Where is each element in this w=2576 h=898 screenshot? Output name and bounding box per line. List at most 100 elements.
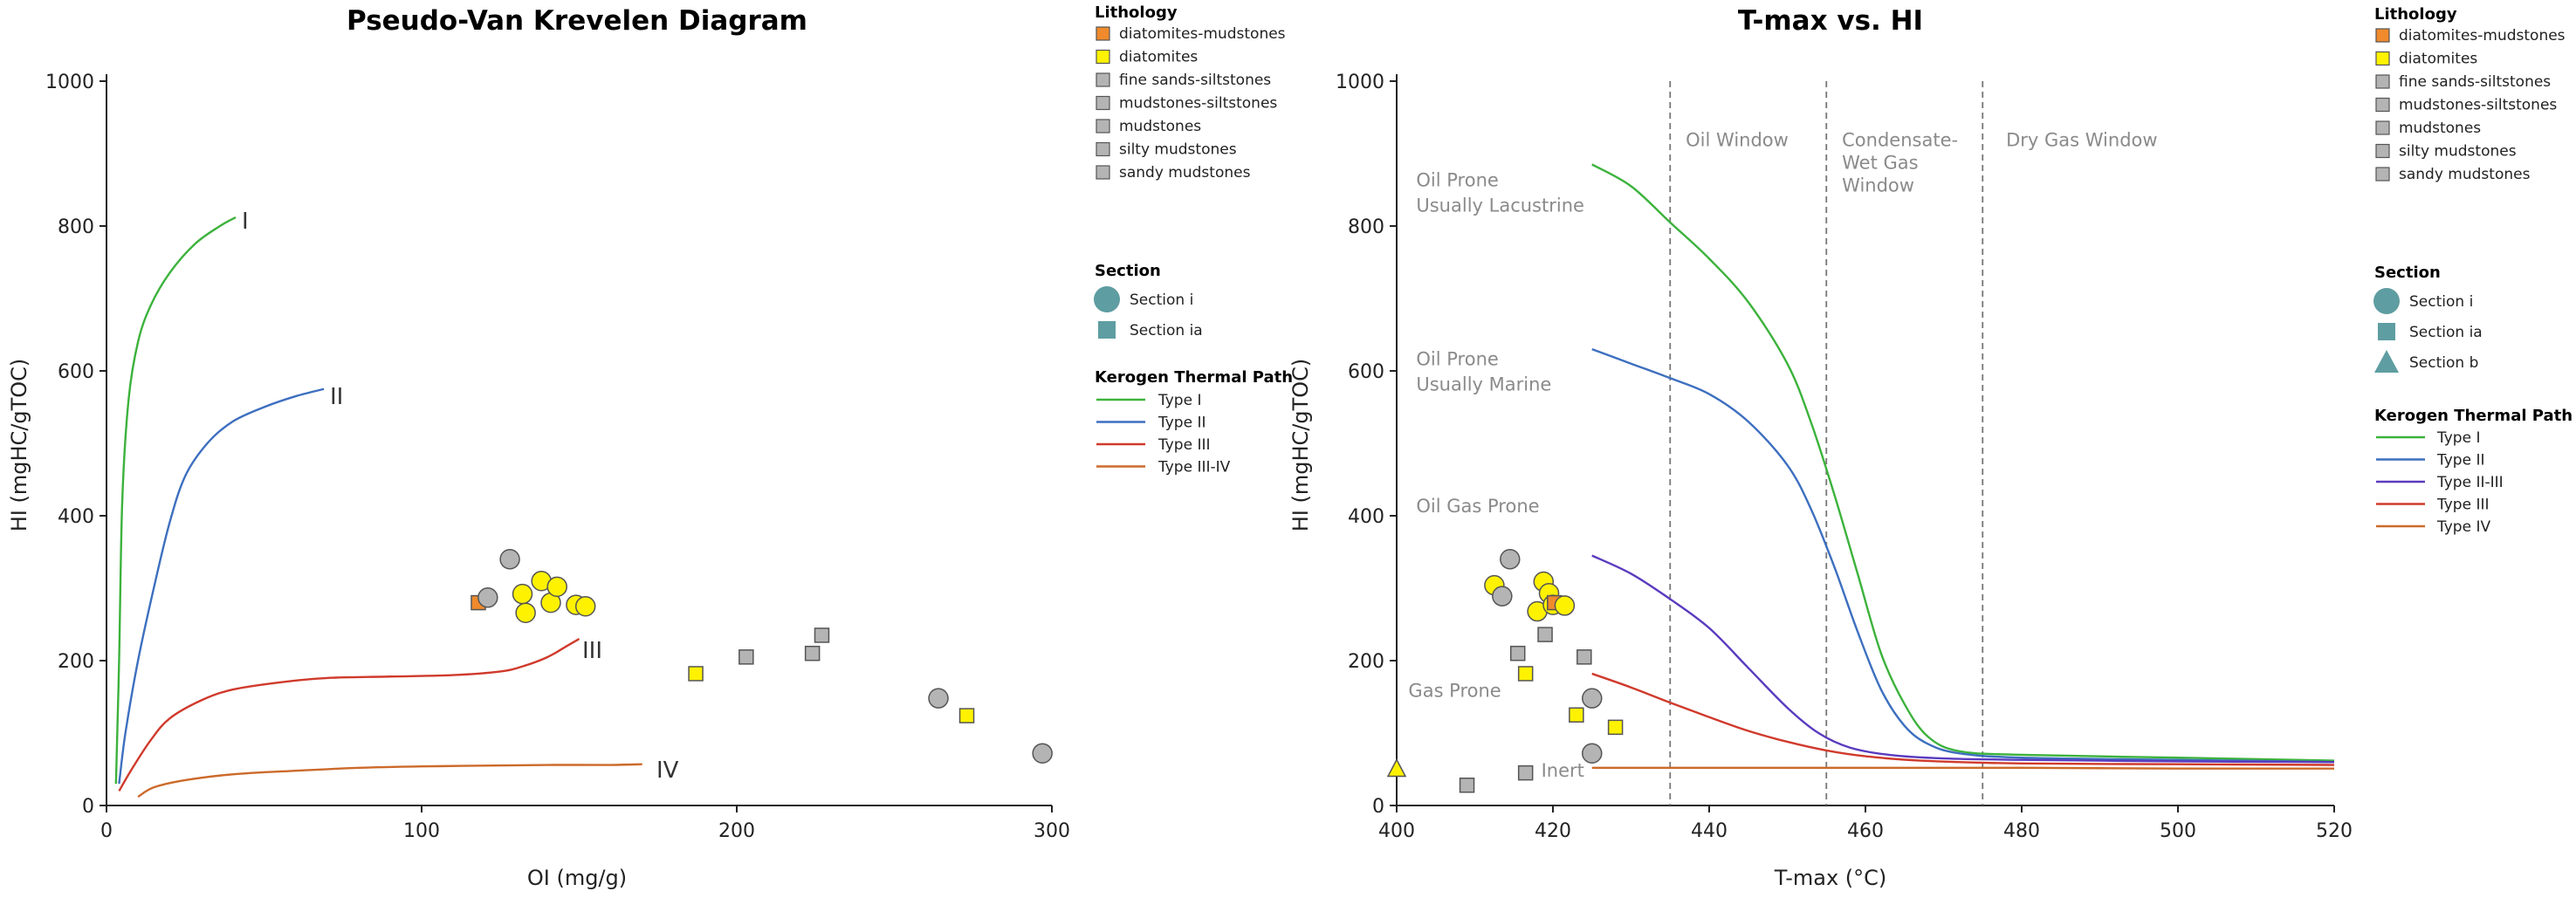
legend-item-mudstones: mudstones xyxy=(1119,118,1201,135)
legend-marker-circle xyxy=(2373,288,2400,314)
curve-type-ii-iii xyxy=(1591,554,2335,764)
point-mudstones-siltstones xyxy=(804,645,821,662)
point-diatomites xyxy=(546,576,567,598)
legend-swatch-fine-sands-siltstones xyxy=(2375,74,2390,89)
x-tick-label: 500 xyxy=(2160,820,2196,842)
legend-swatch-diatomites-mudstones xyxy=(2375,28,2390,43)
data-points xyxy=(471,549,1053,764)
y-tick-label: 800 xyxy=(58,216,94,238)
x-axis-label: OI (mg/g) xyxy=(527,866,627,890)
legend-item-diatomites-mudstones: diatomites-mudstones xyxy=(1119,25,1286,43)
chart-title: Pseudo-Van Krevelen Diagram xyxy=(347,5,807,37)
legend-item-section-b: Section b xyxy=(2409,354,2478,372)
curve-type-i xyxy=(114,216,237,785)
legend-item-type-i: Type I xyxy=(1157,392,1201,409)
y-axis-label: HI (mgHC/gTOC) xyxy=(7,359,31,532)
legend-item-silty-mudstones: silty mudstones xyxy=(2399,143,2517,161)
legend-item-diatomites: diatomites xyxy=(1119,49,1198,66)
window-label-oil-window: Oil Window xyxy=(1686,130,1789,151)
point-fine-sands-siltstones xyxy=(1577,649,1592,665)
point-mudstones-siltstones xyxy=(1509,645,1526,662)
y-tick-label: 1000 xyxy=(1336,72,1384,93)
legend-item-diatomites: diatomites xyxy=(2399,51,2477,68)
legend-marker-square xyxy=(2378,323,2395,340)
x-tick-label: 520 xyxy=(2316,820,2353,842)
legend-item-mudstones: mudstones xyxy=(2399,120,2481,137)
maturity-window-lines xyxy=(1669,81,1984,805)
legend-swatch-diatomites xyxy=(1096,49,1110,65)
point-fine-sands-siltstones xyxy=(738,649,754,665)
legend-item-type-ii-iii: Type II-III xyxy=(2436,474,2504,491)
annotation-oil-prone-usually-marine: Oil Prone Usually Marine xyxy=(1416,348,1551,394)
legend-item-type-i: Type I xyxy=(2436,429,2480,447)
axes: 0 200 400 600 800 1000 400 420 440 460 480 500 520 xyxy=(1336,72,2353,842)
point-mudstones xyxy=(1032,743,1053,764)
legend-swatch-mudstones-siltstones xyxy=(1096,95,1110,111)
legend-item-type-iii: Type III xyxy=(2436,497,2490,514)
curve-label-type-iv: IV xyxy=(656,757,679,784)
legend-item-section-ia: Section ia xyxy=(2409,324,2483,341)
curve-label-type-i: I xyxy=(242,209,249,235)
legend-swatch-sandy-mudstones xyxy=(2375,167,2390,182)
legend-item-fine-sands-siltstones: fine sands-siltstones xyxy=(1119,72,1271,89)
legend-swatch-mudstones-siltstones xyxy=(2375,97,2390,113)
point-sandy-mudstones xyxy=(1459,778,1475,793)
x-tick-label: 0 xyxy=(100,820,113,842)
legend-item-mudstones-siltstones: mudstones-siltstones xyxy=(2399,97,2557,114)
legend-item-section-i: Section i xyxy=(2409,293,2473,311)
legend-swatch-diatomites xyxy=(2375,51,2390,66)
point-mudstones xyxy=(1582,688,1603,709)
x-tick-label: 460 xyxy=(1847,820,1884,842)
y-tick-label: 400 xyxy=(58,506,94,528)
point-diatomites xyxy=(688,666,704,682)
curve-type-iii xyxy=(118,638,580,792)
x-tick-label: 300 xyxy=(1034,820,1070,842)
legend-swatch-mudstones xyxy=(2375,120,2390,135)
legend-marker-square xyxy=(1098,321,1116,339)
point-silty-mudstones xyxy=(814,627,830,643)
point-silty-mudstones xyxy=(1537,627,1553,642)
point-mudstones xyxy=(1500,549,1521,570)
curve-type-ii xyxy=(1591,347,2335,764)
legend-item-section-i: Section i xyxy=(1130,291,1193,309)
legend-swatch-sandy-mudstones xyxy=(1096,165,1110,180)
y-tick-label: 1000 xyxy=(45,72,94,93)
point-diatomites xyxy=(1569,707,1584,723)
legend-swatch-silty-mudstones xyxy=(2375,143,2390,159)
chart-title: T-max vs. HI xyxy=(1738,5,1923,37)
legend-lithology-title: Lithology xyxy=(2374,5,2457,24)
legend-swatch-diatomites-mudstones xyxy=(1096,26,1110,41)
legend-section-title: Section xyxy=(1095,262,1161,280)
y-axis-label: HI (mgHC/gTOC) xyxy=(1288,359,1313,532)
curve-type-i xyxy=(1591,163,2335,762)
point-diatomites xyxy=(1386,757,1407,778)
van-krevelen-chart: Pseudo-Van Krevelen Diagram HI (mgHC/gTO… xyxy=(7,5,1070,890)
legend-lithology-title: Lithology xyxy=(1095,3,1178,22)
curve-type-iii-iv xyxy=(137,763,642,799)
legend-kerogen-title: Kerogen Thermal Path xyxy=(1095,368,1293,387)
y-tick-label: 0 xyxy=(82,796,94,818)
curve-label-type-ii: II xyxy=(330,384,343,410)
legend-item-type-ii: Type II xyxy=(1157,415,1206,432)
point-mudstones xyxy=(477,587,498,608)
data-points xyxy=(1386,549,1624,793)
y-tick-label: 200 xyxy=(58,651,94,673)
point-mudstones xyxy=(499,549,520,570)
axes: 0 200 400 600 800 1000 0 100 200 300 xyxy=(45,72,1070,842)
x-tick-label: 440 xyxy=(1691,820,1728,842)
curve-type-iii xyxy=(1591,672,2335,766)
legend-item-diatomites-mudstones: diatomites-mudstones xyxy=(2399,27,2566,45)
x-tick-label: 200 xyxy=(718,820,755,842)
annotation-oil-gas-prone: Oil Gas Prone xyxy=(1416,496,1539,517)
legend-section-title: Section xyxy=(2374,264,2441,282)
x-tick-label: 400 xyxy=(1378,820,1415,842)
y-tick-label: 200 xyxy=(1348,651,1384,673)
tmax-hi-chart: T-max vs. HI HI (mgHC/gTOC) T-max (°C) 0… xyxy=(1288,5,2353,890)
legend-item-type-iv: Type IV xyxy=(2436,518,2490,536)
legend-right: Lithology diatomites-mudstones diatomites f… xyxy=(2373,5,2573,536)
legend-item-type-iii-iv: Type III-IV xyxy=(1157,459,1231,476)
point-diatomites xyxy=(512,583,533,605)
window-label-dry-gas-window: Dry Gas Window xyxy=(2006,130,2157,151)
point-mudstones xyxy=(1492,586,1513,607)
